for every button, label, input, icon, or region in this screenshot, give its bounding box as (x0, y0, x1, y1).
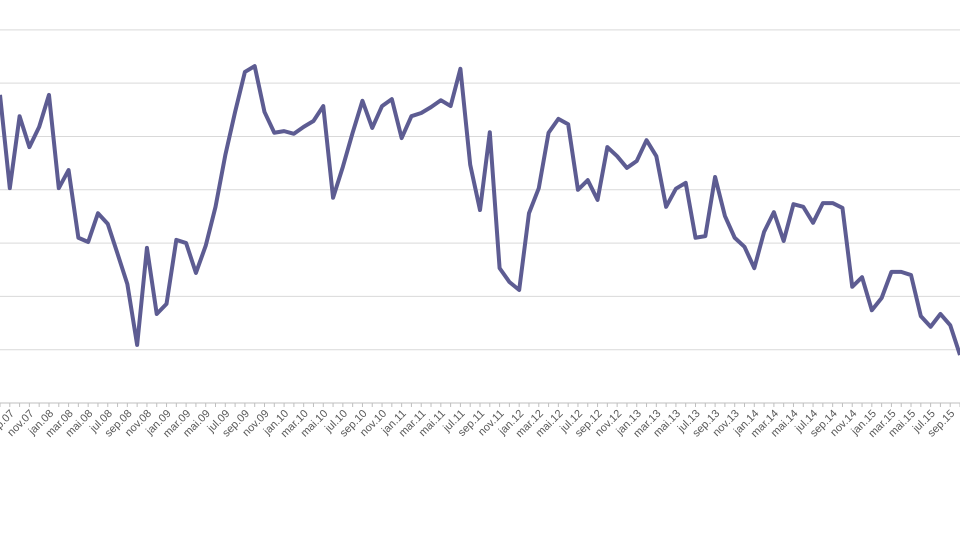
data-line (0, 64, 960, 356)
